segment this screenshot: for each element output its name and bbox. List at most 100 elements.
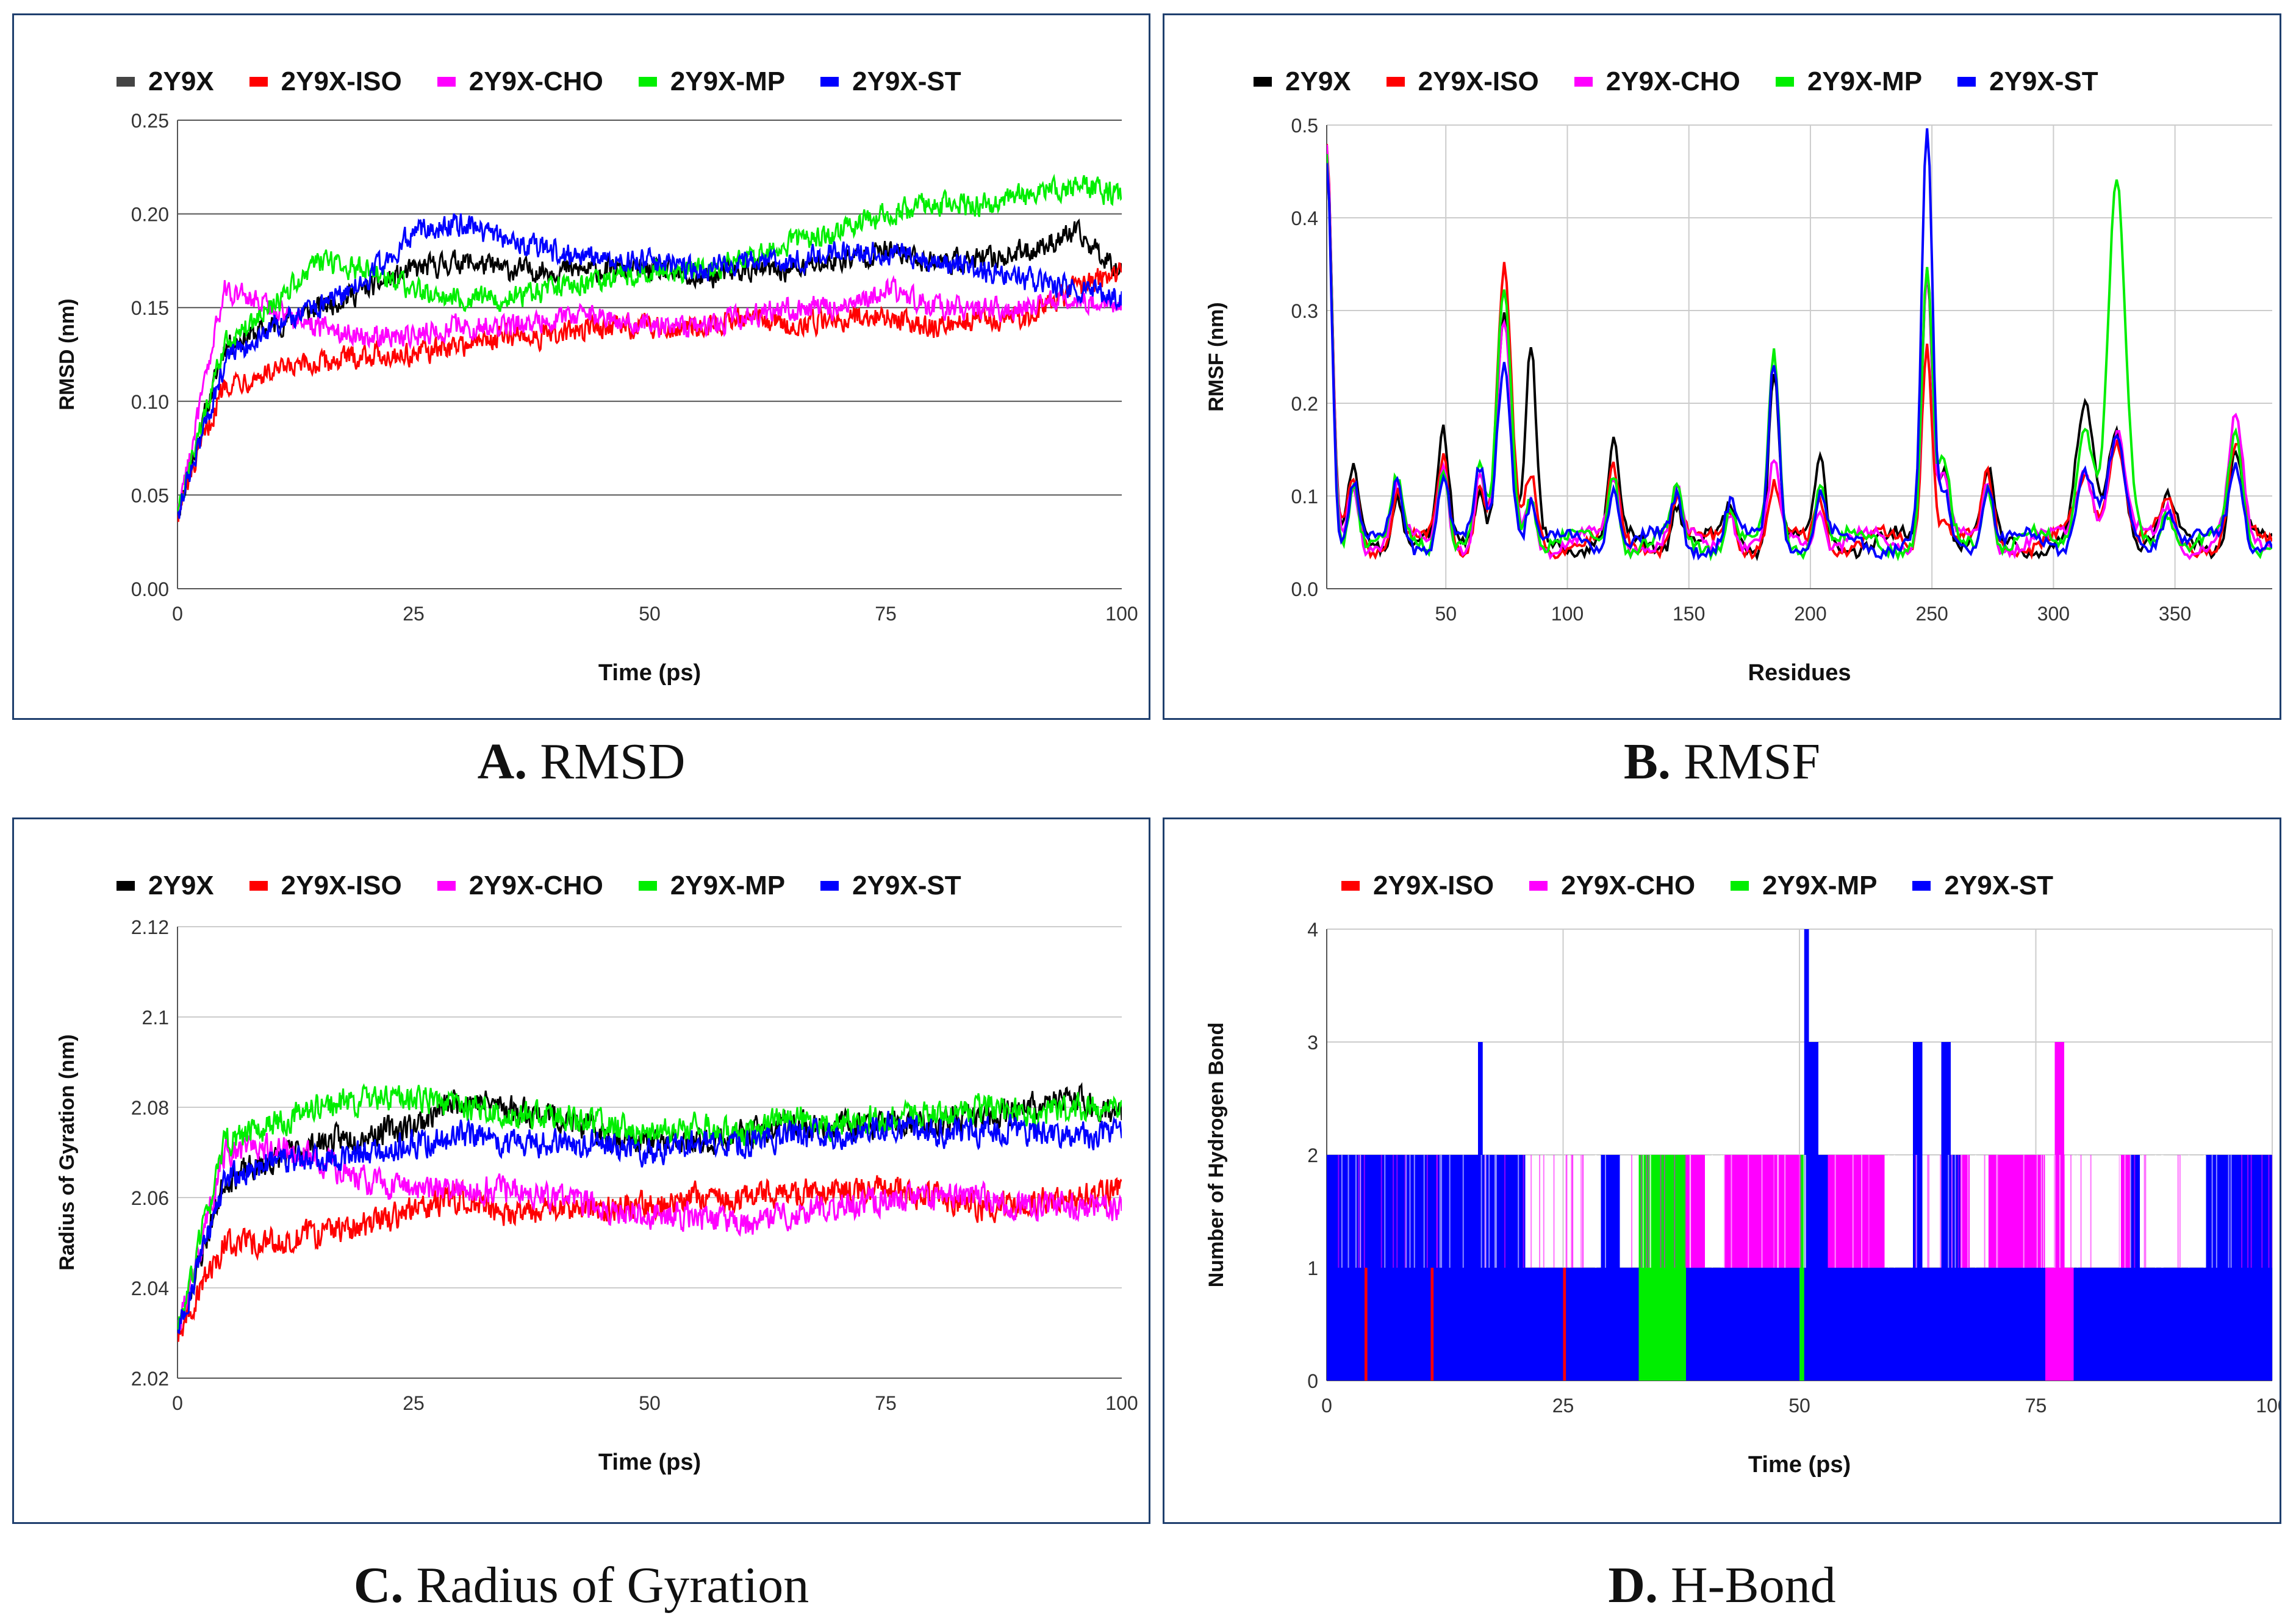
legend-item-2y9x-cho: 2Y9X-CHO xyxy=(1574,66,1740,97)
bar-gap xyxy=(1341,1155,1343,1268)
legend-swatch xyxy=(638,881,657,891)
legend-label: 2Y9X-ISO xyxy=(281,871,402,900)
y-axis-label: RMSF (nm) xyxy=(1205,302,1228,411)
legend-hbond: 2Y9X-ISO 2Y9X-CHO 2Y9X-MP 2Y9X-ST xyxy=(1341,871,2089,901)
bar-gap xyxy=(1405,1155,1407,1268)
bar-gap xyxy=(1393,1155,1394,1268)
bar-gap xyxy=(1530,1155,1532,1268)
y-tick-label: 2.08 xyxy=(131,1097,169,1119)
bar-gap xyxy=(1760,1155,1762,1268)
y-tick-label: 2.02 xyxy=(131,1368,169,1390)
bar-gap xyxy=(2247,1155,2249,1268)
bar-gap xyxy=(2070,1155,2072,1268)
hbond-bar xyxy=(1601,1155,1620,1381)
legend-item-2y9x-st: 2Y9X-ST xyxy=(1912,871,2053,901)
hbond-bar xyxy=(1525,1268,1639,1381)
bar-gap xyxy=(1649,1155,1651,1268)
x-tick-label: 0 xyxy=(172,603,183,625)
legend-rmsf: 2Y9X 2Y9X-ISO 2Y9X-CHO 2Y9X-MP 2Y9X-ST xyxy=(1254,66,2134,97)
x-tick-label: 100 xyxy=(2256,1395,2280,1417)
bar-gap xyxy=(1859,1155,1860,1268)
x-tick-label: 0 xyxy=(1321,1395,1332,1417)
bar-gap xyxy=(1799,1155,1801,1268)
legend-item-2y9x-iso: 2Y9X-ISO xyxy=(1386,66,1539,97)
caption-letter: C. xyxy=(353,1557,404,1614)
bar-gap xyxy=(1494,1155,1496,1268)
bar-gap xyxy=(1646,1155,1648,1268)
bar-gap xyxy=(2142,1155,2144,1268)
series-group xyxy=(1327,929,2272,1381)
chart-hbond: 0 1 2 3 4 0 25 50 75 100 Time (ps) Number of Hydrog… xyxy=(1205,919,2280,1478)
hbond-bar xyxy=(1922,1268,1942,1381)
bar-gap xyxy=(1996,1155,1998,1268)
legend-label: 2Y9X-ISO xyxy=(281,66,402,96)
y-tick-label: 0.20 xyxy=(131,204,169,226)
series-line-2y9x-st xyxy=(1327,128,2272,561)
legend-rmsd: 2Y9X 2Y9X-ISO 2Y9X-CHO 2Y9X-MP 2Y9X-ST xyxy=(117,66,997,97)
bar-gap xyxy=(2119,1155,2121,1268)
y-tick-label: 3 xyxy=(1307,1032,1318,1054)
legend-item-2y9x: 2Y9X xyxy=(117,66,214,97)
caption-d: D. H-Bond xyxy=(1163,1556,2281,1615)
bar-gap xyxy=(1604,1155,1606,1268)
bar-gap xyxy=(1404,1155,1406,1268)
bar-gap xyxy=(1975,1155,1976,1268)
x-tick-label: 250 xyxy=(1915,603,1948,625)
legend-label: 2Y9X-ST xyxy=(1989,66,2098,96)
bar-gap xyxy=(1746,1155,1748,1268)
y-tick-label: 0.1 xyxy=(1291,486,1318,508)
bar-gap xyxy=(1539,1155,1541,1268)
bar-gap xyxy=(2034,1155,2036,1268)
bar-gap xyxy=(2040,1155,2042,1268)
bar-gap xyxy=(2261,1155,2263,1268)
bar-gap xyxy=(2177,1155,2179,1268)
legend-item-2y9x-iso: 2Y9X-ISO xyxy=(249,66,402,97)
bar-series-2y9x-st xyxy=(1327,929,2272,1381)
bar-gap xyxy=(1784,1155,1786,1268)
bar-gap xyxy=(2080,1155,2082,1268)
bar-gap xyxy=(1954,1155,1956,1268)
bar-gap xyxy=(1363,1155,1365,1268)
y-tick-label: 2.04 xyxy=(131,1277,169,1299)
bar-gap xyxy=(1915,1155,1917,1268)
bar-gap xyxy=(1793,1155,1795,1268)
bar-gap xyxy=(1915,1155,1917,1268)
bar-gap xyxy=(1852,1155,1854,1268)
series-group xyxy=(1327,128,2272,562)
bar-gap xyxy=(1867,1155,1868,1268)
y-tick-label: 2 xyxy=(1307,1144,1318,1166)
bar-gap xyxy=(1571,1155,1573,1268)
bar-gap xyxy=(2250,1155,2252,1268)
hbond-bar xyxy=(1430,1268,1434,1381)
bar-gap xyxy=(2215,1155,2217,1268)
x-tick-label: 0 xyxy=(172,1392,183,1414)
y-tick-label: 2.06 xyxy=(131,1187,169,1209)
legend-swatch xyxy=(249,77,268,87)
x-tick-label: 25 xyxy=(403,1392,425,1414)
bar-gap xyxy=(2230,1155,2232,1268)
legend-rg: 2Y9X 2Y9X-ISO 2Y9X-CHO 2Y9X-MP 2Y9X-ST xyxy=(117,871,997,901)
bar-gap xyxy=(1449,1155,1451,1268)
caption-a: A. RMSD xyxy=(12,732,1150,791)
bar-gap xyxy=(1338,1155,1340,1268)
bar-gap xyxy=(1951,1155,1953,1268)
bar-gap xyxy=(1396,1155,1398,1268)
bar-gap xyxy=(1967,1155,1969,1268)
bar-gap xyxy=(1803,1155,1805,1268)
bar-gap xyxy=(1441,1155,1443,1268)
legend-label: 2Y9X-ISO xyxy=(1418,66,1539,96)
bar-gap xyxy=(1437,1155,1438,1268)
bar-gap xyxy=(1580,1155,1582,1268)
bar-gap xyxy=(1893,1155,1895,1268)
bar-gap xyxy=(1988,1155,1990,1268)
bar-gap xyxy=(1829,1155,1831,1268)
caption-letter: A. xyxy=(477,733,528,790)
bar-gap xyxy=(1674,1155,1676,1268)
legend-item-2y9x-mp: 2Y9X-MP xyxy=(1775,66,1922,97)
bar-gap xyxy=(2154,1155,2156,1268)
legend-label: 2Y9X-CHO xyxy=(468,871,603,900)
legend-swatch xyxy=(1912,881,1931,891)
caption-c: C. Radius of Gyration xyxy=(12,1556,1150,1615)
x-axis-label: Time (ps) xyxy=(598,660,701,686)
x-tick-label: 200 xyxy=(1794,603,1826,625)
